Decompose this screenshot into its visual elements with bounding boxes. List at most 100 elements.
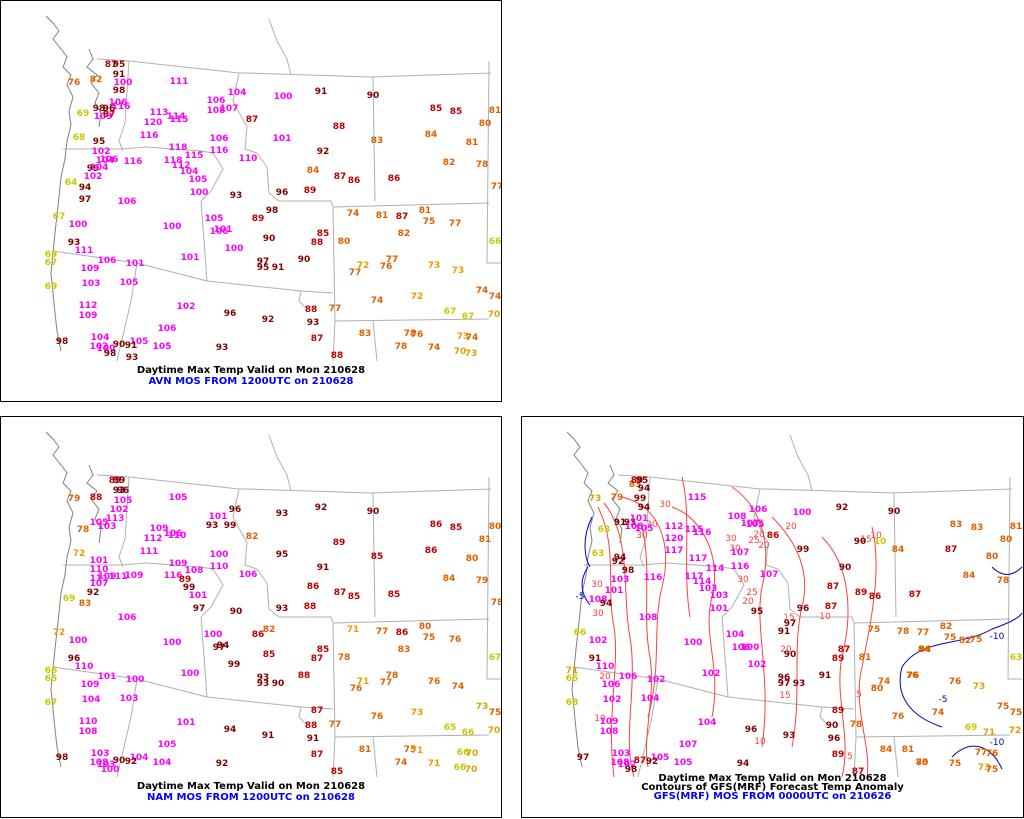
station-temp-label: 100 bbox=[69, 636, 88, 646]
station-temp-label: 106 bbox=[118, 197, 137, 207]
anomaly-contour bbox=[597, 506, 617, 778]
anomaly-contour-label: 30 bbox=[636, 531, 648, 541]
station-temp-label: 86 bbox=[388, 174, 401, 184]
station-temp-label: 80 bbox=[338, 237, 351, 247]
station-temp-label: 108 bbox=[625, 522, 644, 532]
station-temp-label: 78 bbox=[897, 627, 910, 637]
station-temp-label: 109 bbox=[600, 717, 619, 727]
station-temp-label: 93 bbox=[257, 673, 270, 683]
state-border bbox=[486, 60, 501, 264]
station-temp-label: 88 bbox=[90, 493, 103, 503]
station-temp-label: 77 bbox=[917, 628, 930, 638]
station-temp-label: 83 bbox=[79, 599, 92, 609]
station-temp-label: 102 bbox=[84, 172, 103, 182]
station-temp-label: 90 bbox=[230, 607, 243, 617]
station-temp-label: 69 bbox=[45, 250, 58, 260]
anomaly-contour-label: 30 bbox=[592, 609, 604, 619]
station-temp-label: 106 bbox=[100, 155, 119, 165]
station-temp-label: 98 bbox=[266, 206, 279, 216]
state-border bbox=[372, 492, 376, 618]
station-temp-label: 116 bbox=[140, 131, 159, 141]
station-temp-label: 86 bbox=[869, 592, 882, 602]
station-temp-label: 100 bbox=[97, 344, 116, 354]
station-temp-label: 89 bbox=[832, 706, 845, 716]
station-temp-label: 75 bbox=[997, 702, 1010, 712]
station-temp-label: 86 bbox=[396, 628, 409, 638]
station-temp-label: 65 bbox=[45, 674, 58, 684]
station-temp-label: 93 bbox=[216, 343, 229, 353]
station-temp-label: 84 bbox=[919, 645, 932, 655]
station-temp-label: 108 bbox=[600, 727, 619, 737]
station-temp-label: 101 bbox=[710, 604, 729, 614]
state-border bbox=[118, 60, 130, 152]
anomaly-contour-label: 25 bbox=[748, 536, 759, 546]
station-temp-label: 94 bbox=[638, 484, 651, 494]
coastline bbox=[45, 15, 74, 352]
station-temp-label: 91 bbox=[317, 563, 330, 573]
station-temp-label: 95 bbox=[113, 60, 126, 70]
station-temp-label: 99 bbox=[224, 521, 237, 531]
station-temp-label: 81 bbox=[1010, 522, 1023, 532]
station-temp-label: 66 bbox=[462, 728, 475, 738]
station-temp-label: 104 bbox=[698, 718, 717, 728]
state-border bbox=[232, 72, 280, 202]
station-temp-label: 75 bbox=[916, 758, 929, 768]
station-temp-label: 73 bbox=[978, 763, 991, 773]
station-temp-label: 106 bbox=[98, 256, 117, 266]
anomaly-contour-label: 5 bbox=[856, 690, 862, 700]
station-temp-label: 81 bbox=[859, 653, 872, 663]
station-temp-label: 108 bbox=[639, 613, 658, 623]
station-temp-label: 97 bbox=[193, 604, 206, 614]
station-temp-label: 89 bbox=[252, 214, 265, 224]
station-temp-label: 83 bbox=[971, 523, 984, 533]
anomaly-contour-label: 10 bbox=[594, 714, 606, 724]
state-border bbox=[239, 72, 492, 78]
station-temp-label: 96 bbox=[276, 188, 289, 198]
station-temp-label: 83 bbox=[629, 480, 642, 490]
station-temp-label: 102 bbox=[90, 342, 109, 352]
station-temp-label: 104 bbox=[130, 753, 149, 763]
station-temp-label: 98 bbox=[93, 104, 106, 114]
state-border bbox=[232, 488, 280, 618]
station-temp-label: 80 bbox=[986, 552, 999, 562]
station-temp-label: 91 bbox=[262, 731, 275, 741]
station-temp-label: 117 bbox=[665, 546, 684, 556]
station-temp-label: 108 bbox=[185, 566, 204, 576]
station-temp-label: 85 bbox=[430, 104, 443, 114]
station-temp-label: 74 bbox=[395, 758, 408, 768]
station-temp-label: 97 bbox=[784, 619, 797, 629]
station-temp-label: 66 bbox=[45, 666, 58, 676]
station-temp-label: 73 bbox=[476, 702, 489, 712]
station-temp-label: 107 bbox=[760, 570, 779, 580]
station-temp-label: 104 bbox=[90, 163, 109, 173]
station-temp-label: 82 bbox=[398, 229, 411, 239]
station-temp-label: 93 bbox=[206, 521, 219, 531]
station-temp-label: 87 bbox=[334, 588, 347, 598]
anomaly-contour bbox=[731, 486, 767, 748]
station-temp-label: 72 bbox=[1009, 726, 1022, 736]
station-temp-label: 71 bbox=[411, 746, 424, 756]
state-border bbox=[268, 18, 292, 76]
station-temp-label: 110 bbox=[90, 565, 109, 575]
state-border bbox=[298, 706, 306, 724]
station-temp-label: 90 bbox=[854, 537, 867, 547]
state-border bbox=[239, 488, 492, 494]
station-temp-label: 105 bbox=[114, 496, 133, 506]
state-border bbox=[334, 318, 490, 322]
station-temp-label: 101 bbox=[605, 586, 624, 596]
station-temp-label: 120 bbox=[144, 118, 163, 128]
anomaly-contour-label: 30 bbox=[646, 520, 658, 530]
station-temp-label: 92 bbox=[262, 315, 275, 325]
station-temp-label: 86 bbox=[307, 582, 320, 592]
negative-anomaly-contour bbox=[991, 566, 1023, 575]
station-temp-label: 78 bbox=[338, 653, 351, 663]
station-temp-label: 109 bbox=[81, 680, 100, 690]
state-border bbox=[584, 562, 735, 570]
station-temp-label: 100 bbox=[163, 638, 182, 648]
station-temp-label: 77 bbox=[380, 678, 393, 688]
station-temp-label: 81 bbox=[902, 745, 915, 755]
station-temp-label: 110 bbox=[239, 154, 258, 164]
station-temp-label: 100 bbox=[204, 630, 223, 640]
station-temp-label: 101 bbox=[189, 591, 208, 601]
station-temp-label: 112 bbox=[665, 522, 684, 532]
